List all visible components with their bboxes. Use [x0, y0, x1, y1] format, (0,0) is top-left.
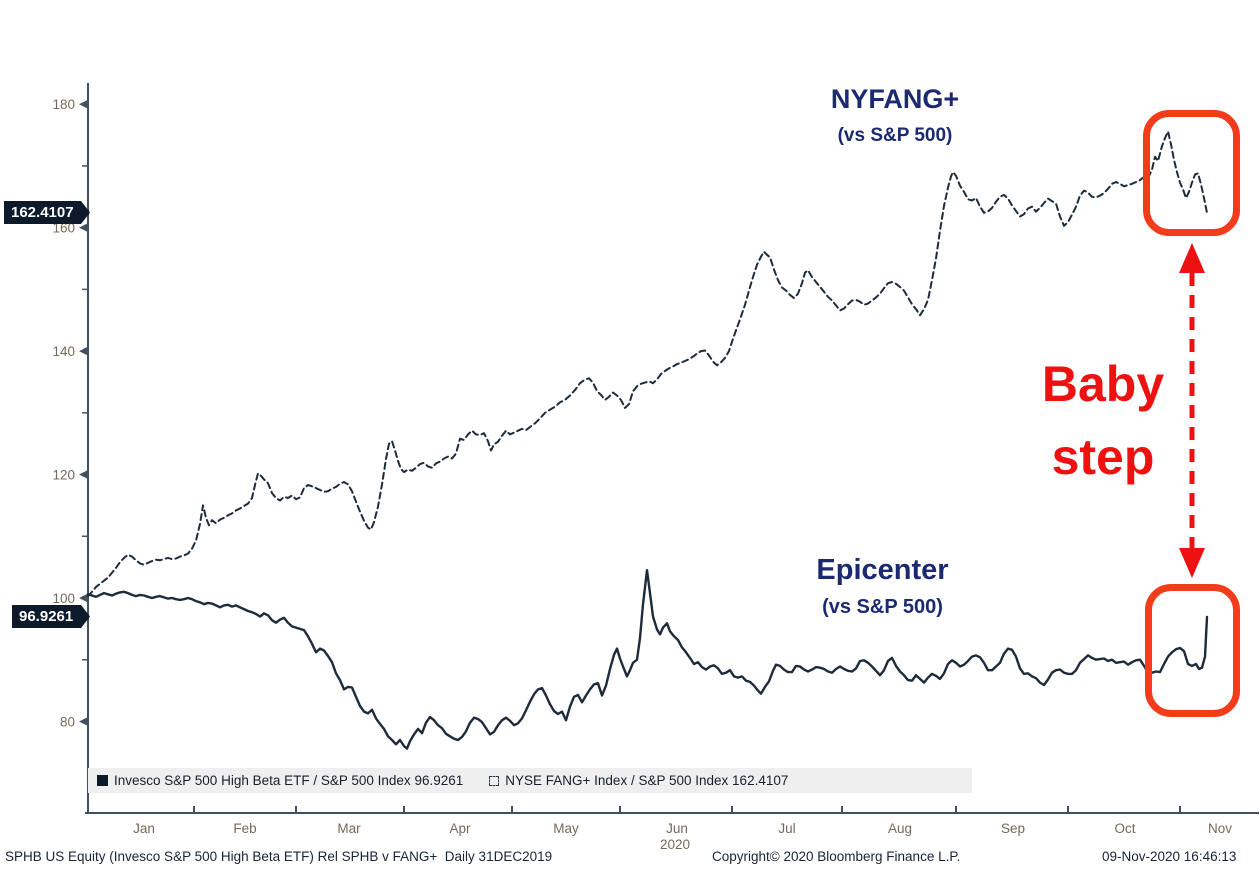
- baby-step-line1: Baby: [1041, 356, 1165, 412]
- y-axis-tick: [79, 470, 88, 480]
- epicenter-line-series: [86, 569, 1209, 750]
- last-price-badge-epicenter: 96.9261: [12, 605, 90, 628]
- y-axis-tick: [79, 346, 88, 356]
- y-axis-tick-label: 140: [52, 344, 75, 359]
- footer-copyright: Copyright© 2020 Bloomberg Finance L.P.: [712, 849, 961, 864]
- x-axis-month-label: Oct: [1114, 821, 1135, 836]
- dashed-square-swatch-icon: [489, 775, 500, 786]
- arrow-up-icon: [1179, 243, 1205, 273]
- y-axis-tick-label: 100: [52, 591, 75, 606]
- x-axis-month-label: Apr: [449, 821, 471, 836]
- x-axis-month-label: Aug: [888, 821, 912, 836]
- epicenter-series-sublabel: (vs S&P 500): [822, 596, 943, 618]
- x-axis-month-label: Jun: [666, 821, 688, 836]
- nyfang-series-sublabel: (vs S&P 500): [837, 125, 953, 146]
- legend-entry-fang: NYSE FANG+ Index / S&P 500 Index 162.410…: [489, 773, 788, 788]
- y-axis-tick: [79, 223, 88, 233]
- footer-datetime: 09-Nov-2020 16:46:13: [1102, 849, 1237, 864]
- x-axis-year-label: 2020: [660, 837, 690, 852]
- solid-square-swatch-icon: [97, 775, 108, 786]
- x-axis-month-label: Sep: [1001, 821, 1025, 836]
- footer-security-description: SPHB US Equity (Invesco S&P 500 High Bet…: [5, 849, 553, 864]
- y-axis-tick-label: 160: [52, 221, 75, 236]
- x-axis-month-label: May: [553, 821, 579, 836]
- y-axis-tick-label: 180: [52, 97, 75, 112]
- x-axis-month-label: Jan: [133, 821, 155, 836]
- epicenter-series-label: Epicenter: [816, 554, 949, 586]
- y-axis-tick-label: 120: [52, 468, 75, 483]
- legend-value-fang: 162.4107: [732, 773, 789, 788]
- highlight-box-nyfang: [1143, 110, 1240, 236]
- legend-entry-sphb: Invesco S&P 500 High Beta ETF / S&P 500 …: [97, 773, 463, 788]
- y-axis-tick: [79, 716, 88, 726]
- x-axis-month-label: Mar: [337, 821, 361, 836]
- nyfang-series-label: NYFANG+: [830, 84, 960, 114]
- baby-step-annotation: Baby step: [1028, 348, 1178, 494]
- legend-label-fang: NYSE FANG+ Index / S&P 500 Index: [505, 773, 729, 788]
- x-axis-month-label: Jul: [778, 821, 795, 836]
- last-price-badge-nyfang: 162.4107: [4, 201, 90, 224]
- legend-value-sphb: 96.9261: [414, 773, 464, 788]
- x-axis-month-label: Nov: [1208, 821, 1232, 836]
- highlight-box-epicenter: [1145, 584, 1240, 717]
- baby-step-line2: step: [1051, 429, 1155, 485]
- arrow-down-icon: [1179, 548, 1205, 578]
- y-axis-tick: [79, 99, 88, 109]
- y-axis-tick: [79, 593, 88, 603]
- nyfang-line-series: [87, 130, 1208, 598]
- y-axis-tick-label: 80: [60, 714, 75, 729]
- legend-label-sphb: Invesco S&P 500 High Beta ETF / S&P 500 …: [114, 773, 411, 788]
- x-axis-month-label: Feb: [233, 821, 256, 836]
- chart-legend: Invesco S&P 500 High Beta ETF / S&P 500 …: [88, 768, 972, 793]
